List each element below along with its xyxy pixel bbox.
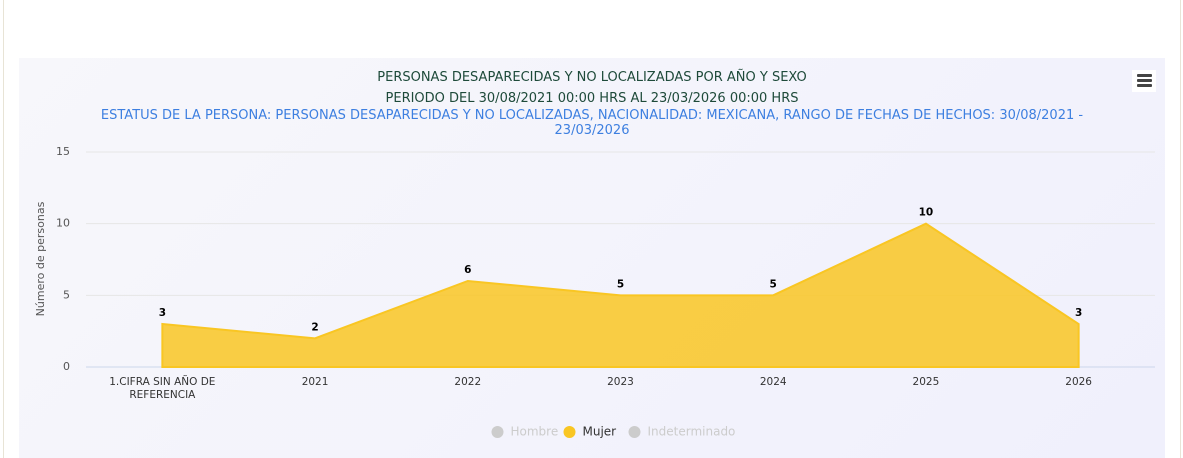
y-tick-label: 15 [56, 145, 70, 158]
data-label: 3 [1075, 307, 1082, 319]
x-tick-label: 2021 [301, 376, 329, 388]
x-tick-label: 2026 [1065, 376, 1092, 388]
area [161, 222, 1080, 368]
legend-label: Mujer [583, 425, 617, 439]
legend-marker [628, 426, 641, 438]
x-tick-label: 2022 [454, 376, 482, 388]
legend-label: Indeterminado [648, 425, 736, 439]
data-label: 6 [464, 264, 471, 276]
x-tick-label: 2023 [607, 376, 634, 388]
data-label: 3 [159, 307, 166, 319]
y-tick-label: 5 [63, 288, 70, 301]
menu-button[interactable] [1132, 70, 1156, 92]
legend-marker [491, 426, 504, 438]
y-axis-title: Número de personas [34, 201, 47, 316]
legend-label: Hombre [511, 425, 559, 439]
chart-title: PERSONAS DESAPARECIDAS Y NO LOCALIZADAS … [377, 70, 807, 85]
y-tick-label: 0 [63, 360, 70, 373]
legend-marker [563, 426, 576, 438]
y-tick-label: 10 [56, 217, 70, 230]
chart-subtitle: ESTATUS DE LA PERSONA: PERSONAS DESAPARE… [100, 108, 1084, 138]
chart-title-line2: PERIODO DEL 30/08/2021 00:00 HRS AL 23/0… [385, 91, 799, 106]
data-label: 5 [617, 278, 624, 290]
frame [3, 0, 1181, 458]
x-tick-label: 1.CIFRA SIN AÑO DE REFERENCIA [109, 376, 216, 401]
data-label: 10 [919, 207, 934, 219]
x-tick-label: 2025 [912, 376, 940, 388]
data-label: 2 [311, 321, 318, 333]
data-label: 5 [770, 278, 777, 290]
x-tick-label: 2024 [759, 376, 787, 388]
